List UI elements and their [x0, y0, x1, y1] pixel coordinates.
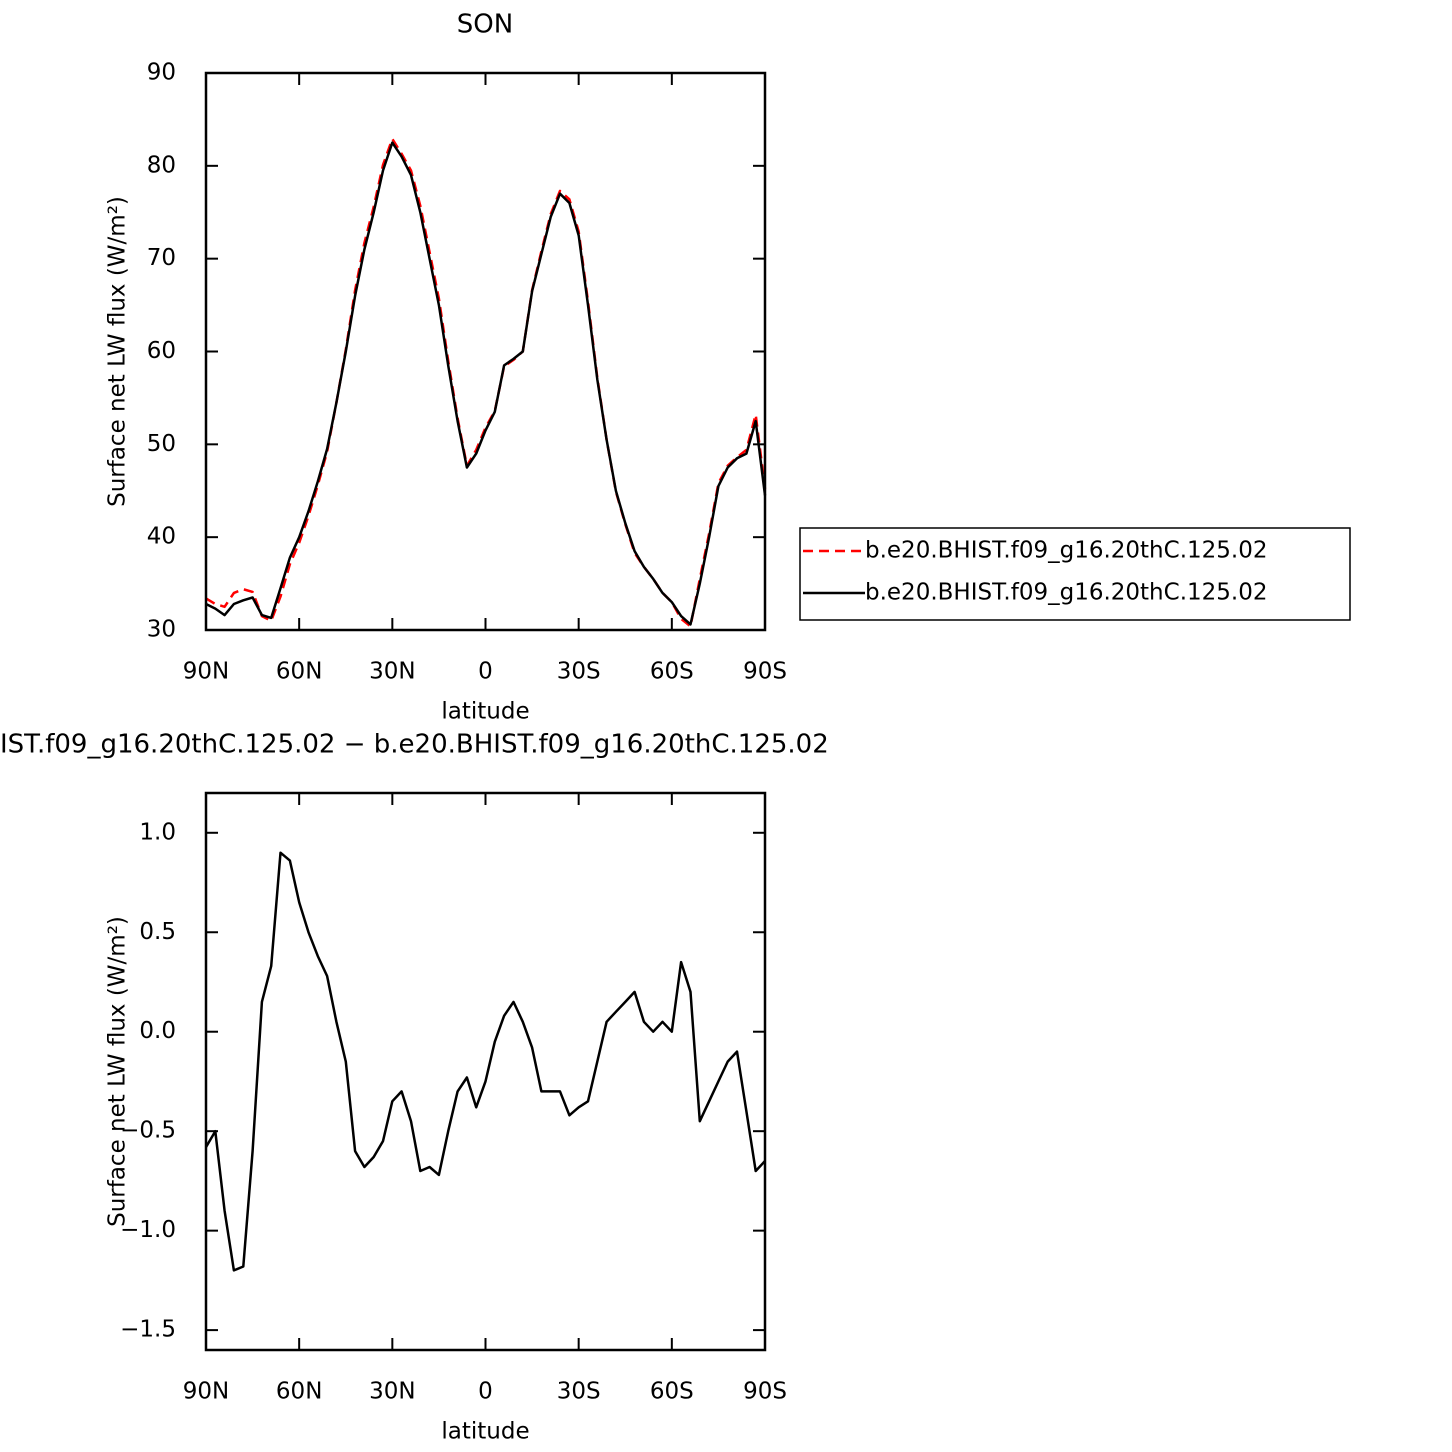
y-tick-label: 30 — [147, 617, 176, 643]
plot-frame — [204, 71, 767, 632]
y-tick-label: 50 — [147, 431, 176, 457]
line-series — [205, 137, 767, 628]
y-tick-label: 1.0 — [139, 819, 176, 845]
x-tick-label: 30N — [369, 1379, 415, 1405]
x-tick-label: 90N — [183, 1379, 229, 1405]
y-tick-label: −0.5 — [120, 1118, 176, 1144]
x-tick-label: 60S — [650, 659, 694, 685]
x-tick-label: 0 — [478, 659, 493, 685]
legend-box — [799, 527, 1351, 621]
plot-frame — [204, 791, 767, 1352]
y-tick-label: 0.0 — [139, 1018, 176, 1044]
chart-title: SON — [457, 10, 513, 40]
y-axis-label: Surface net LW flux (W/m²) — [105, 196, 131, 507]
y-axis-label: Surface net LW flux (W/m²) — [105, 916, 131, 1227]
x-tick-label: 60N — [276, 1379, 322, 1405]
y-tick-label: 90 — [147, 60, 176, 86]
y-tick-label: 60 — [147, 338, 176, 364]
legend-label: b.e20.BHIST.f09_g16.20thC.125.02 — [865, 538, 1267, 564]
x-tick-label: 60N — [276, 659, 322, 685]
y-tick-label: −1.0 — [120, 1217, 176, 1243]
legend-label: b.e20.BHIST.f09_g16.20thC.125.02 — [865, 580, 1267, 606]
y-tick-label: 80 — [147, 152, 176, 178]
x-tick-label: 0 — [478, 1379, 493, 1405]
x-tick-label: 30S — [557, 659, 601, 685]
y-tick-label: 40 — [147, 524, 176, 550]
x-tick-label: 30S — [557, 1379, 601, 1405]
x-axis-label: latitude — [441, 699, 529, 725]
x-tick-label: 90S — [743, 1379, 787, 1405]
chart-title: IST.f09_g16.20thC.125.02 − b.e20.BHIST.f… — [0, 730, 829, 760]
y-tick-label: −1.5 — [120, 1317, 176, 1343]
y-tick-label: 70 — [147, 245, 176, 271]
x-tick-label: 90S — [743, 659, 787, 685]
line-series — [204, 851, 766, 1272]
x-tick-label: 90N — [183, 659, 229, 685]
x-tick-label: 30N — [369, 659, 415, 685]
line-series — [205, 141, 767, 626]
y-tick-label: 0.5 — [139, 919, 176, 945]
x-tick-label: 60S — [650, 1379, 694, 1405]
x-axis-label: latitude — [441, 1419, 529, 1445]
